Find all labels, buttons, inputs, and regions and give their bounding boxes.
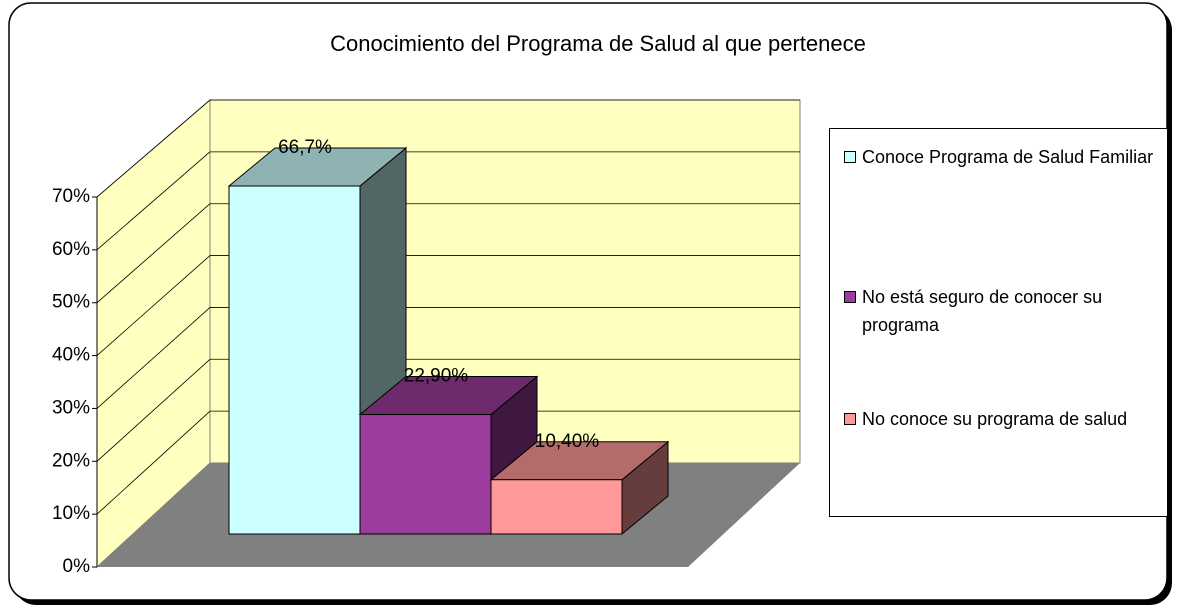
legend-entry: No conoce su programa de salud	[844, 405, 1179, 433]
legend-label: No conoce su programa de salud	[862, 409, 1128, 429]
y-tick-label: 40%	[52, 345, 90, 366]
bar	[359, 414, 492, 535]
y-tick-label: 30%	[52, 397, 90, 418]
grid-line	[96, 151, 211, 251]
grid-line	[96, 203, 211, 304]
grid-line	[96, 307, 211, 409]
data-label: 22,90%	[404, 366, 469, 387]
legend-swatch	[844, 413, 856, 425]
legend-label: Conoce Programa de Salud Familiar	[862, 147, 1154, 167]
data-label: 66,7%	[278, 137, 332, 158]
legend-swatch	[844, 291, 856, 303]
legend: Conoce Programa de Salud Familiar No está…	[829, 128, 1168, 517]
y-tick-label: 70%	[52, 186, 90, 207]
y-tick-label: 10%	[52, 503, 90, 524]
data-label: 10,40%	[535, 431, 600, 452]
legend-label: No está seguro de conocer su programa	[862, 287, 1103, 335]
legend-entry: Conoce Programa de Salud Familiar	[844, 143, 1179, 171]
legend-entry: No está seguro de conocer su programa	[844, 283, 1179, 339]
y-tick-label: 0%	[63, 556, 91, 577]
y-tick-label: 20%	[52, 450, 90, 471]
grid-line	[96, 410, 211, 515]
y-tick-label: 50%	[52, 292, 90, 313]
bar	[228, 185, 361, 535]
grid-line	[96, 358, 211, 462]
grid-line	[96, 99, 211, 198]
bar	[490, 479, 623, 535]
y-tick-label: 60%	[52, 239, 90, 260]
legend-swatch	[844, 151, 856, 163]
grid-line	[96, 255, 211, 356]
chart-title: Conocimiento del Programa de Salud al qu…	[330, 31, 866, 56]
